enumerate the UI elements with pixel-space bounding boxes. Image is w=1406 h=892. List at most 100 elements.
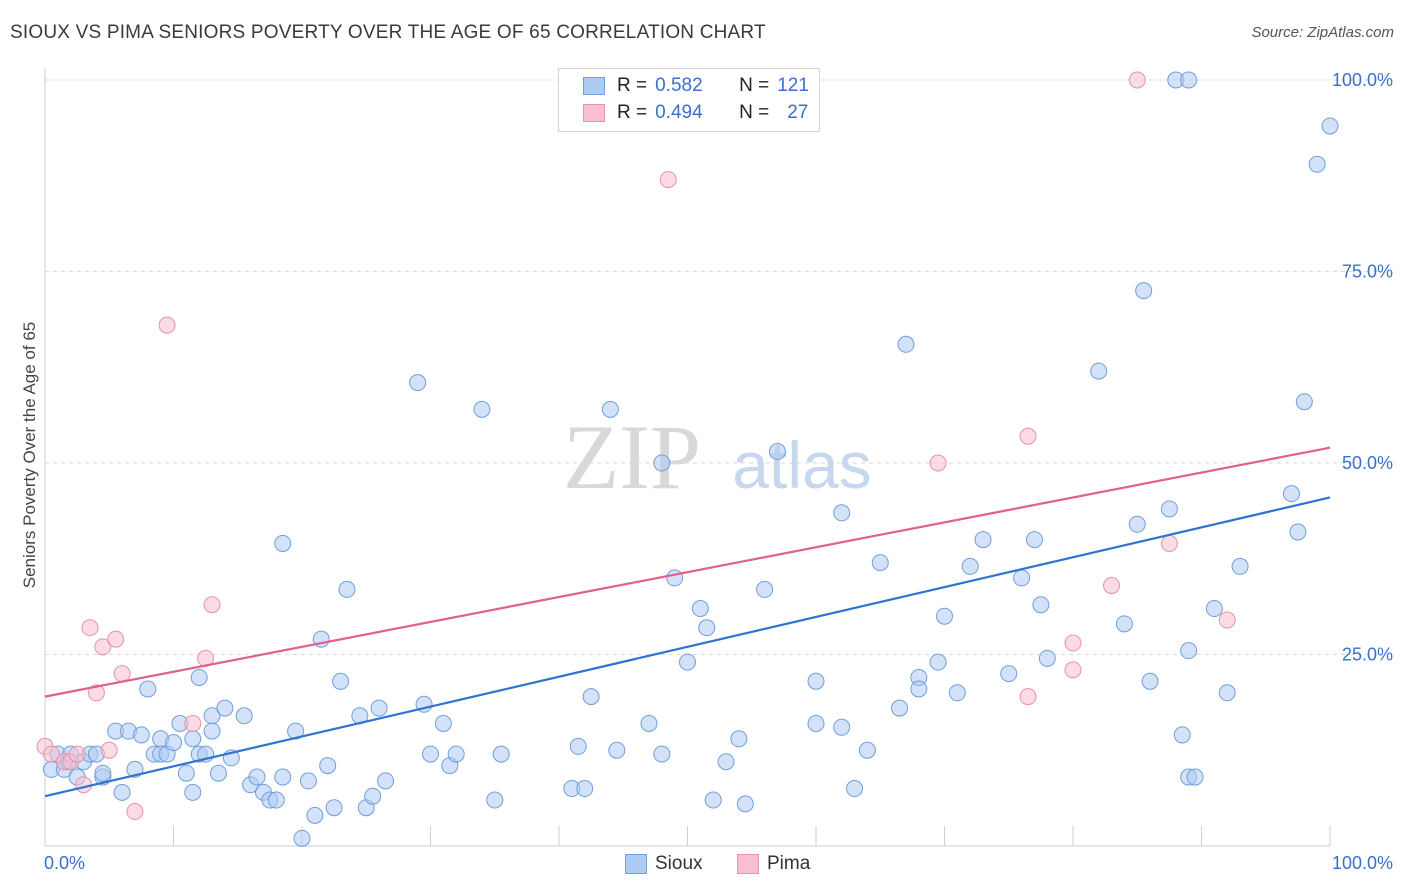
sioux-point (653, 454, 671, 472)
sioux-point (1000, 665, 1018, 683)
sioux-point (807, 672, 825, 690)
sioux-point (94, 764, 112, 782)
sioux-point (1135, 282, 1153, 300)
axis-layer (44, 68, 1331, 847)
sioux-point (936, 607, 953, 625)
y-tick-label: 50.0% (1342, 453, 1393, 473)
bottom-legend-label-pima: Pima (767, 853, 811, 874)
pima-point (81, 619, 99, 637)
sioux-point (299, 772, 317, 790)
sioux-point (1128, 515, 1146, 533)
sioux-point (132, 726, 150, 744)
sioux-point (248, 768, 266, 786)
sioux-point (736, 795, 754, 813)
points-layer (36, 71, 1339, 847)
sioux-point (364, 787, 382, 805)
sioux-point (1115, 615, 1133, 633)
sioux-point (1180, 71, 1198, 89)
sioux-point (768, 443, 786, 461)
sioux-point (216, 699, 234, 717)
sioux-point (910, 680, 928, 698)
sioux-point (1032, 596, 1050, 614)
sioux-point (717, 753, 735, 771)
sioux-point (447, 745, 465, 763)
sioux-point (486, 791, 504, 809)
sioux-point (858, 741, 876, 759)
sioux-point (569, 737, 587, 755)
watermark: ZIP atlas (563, 406, 872, 508)
sioux-point (1141, 672, 1159, 690)
sioux-point (698, 619, 716, 637)
pima-point (1218, 611, 1236, 629)
sioux-point (235, 707, 253, 725)
sioux-point (833, 504, 851, 522)
pima-point (75, 776, 93, 794)
sioux-point (704, 791, 722, 809)
trend-layer (44, 446, 1331, 798)
sioux-point (492, 745, 510, 763)
bottom-legend-swatch-sioux (625, 854, 647, 874)
sioux-point (730, 730, 748, 748)
sioux-point (332, 672, 350, 690)
pima-point (42, 745, 60, 763)
pima-point (100, 741, 118, 759)
sioux-point (833, 718, 851, 736)
x-tick-label: 0.0% (44, 853, 85, 873)
sioux-point (1321, 117, 1339, 135)
pima-point (107, 630, 125, 648)
pima-point (1064, 661, 1082, 679)
pima-trend-line (44, 446, 1331, 698)
sioux-point (113, 783, 131, 801)
legend-r-value-pima: 0.494 (655, 102, 703, 123)
legend-n-label: N = (739, 75, 770, 96)
sioux-point (209, 764, 227, 782)
pima-point (659, 171, 677, 189)
sioux-point (1295, 393, 1313, 411)
legend-n-value-sioux: 121 (777, 75, 809, 96)
sioux-point (177, 764, 195, 782)
sioux-point (287, 722, 305, 740)
pima-point (94, 638, 112, 656)
sioux-point (165, 734, 182, 752)
sioux-point (190, 668, 208, 686)
sioux-point (409, 374, 427, 392)
sioux-point (203, 722, 221, 740)
pima-point (87, 684, 105, 702)
sioux-point (1289, 523, 1307, 541)
sioux-point (184, 730, 202, 748)
sioux-point (1308, 155, 1326, 173)
chart-title: SIOUX VS PIMA SENIORS POVERTY OVER THE A… (10, 22, 766, 43)
sioux-point (1090, 362, 1108, 380)
sioux-point (422, 745, 439, 763)
legend-r-label: R = (617, 102, 648, 123)
bottom-legend-label-sioux: Sioux (655, 853, 703, 874)
source-credit: Source: ZipAtlas.com (1251, 24, 1394, 41)
legend-n-label: N = (739, 102, 770, 123)
sioux-point (948, 684, 966, 702)
sioux-point (974, 531, 992, 549)
legend-swatch-sioux (583, 77, 605, 95)
watermark-atlas: atlas (732, 428, 871, 502)
legend-r-label: R = (617, 75, 648, 96)
bottom-legend-swatch-pima (737, 854, 759, 874)
sioux-point (1025, 531, 1043, 549)
sioux-trend-line (44, 496, 1331, 798)
sioux-point (891, 699, 909, 717)
sioux-point (1186, 768, 1204, 786)
sioux-point (576, 780, 594, 798)
sioux-point (319, 757, 337, 775)
pima-point (1103, 577, 1121, 595)
sioux-point (601, 400, 619, 418)
x-tick-label: 100.0% (1332, 853, 1393, 873)
legend-n-value-pima: 27 (787, 102, 809, 123)
sioux-point (473, 400, 491, 418)
sioux-point (434, 714, 452, 732)
sioux-point (274, 534, 292, 552)
sioux-point (293, 829, 311, 847)
sioux-point (666, 569, 684, 587)
y-tick-label: 25.0% (1342, 645, 1393, 665)
sioux-point (306, 806, 324, 824)
stats-legend: R = 0.582 N = 121 R = 0.494 N = 27 (558, 68, 820, 132)
sioux-point (338, 580, 356, 598)
pima-point (158, 316, 176, 334)
